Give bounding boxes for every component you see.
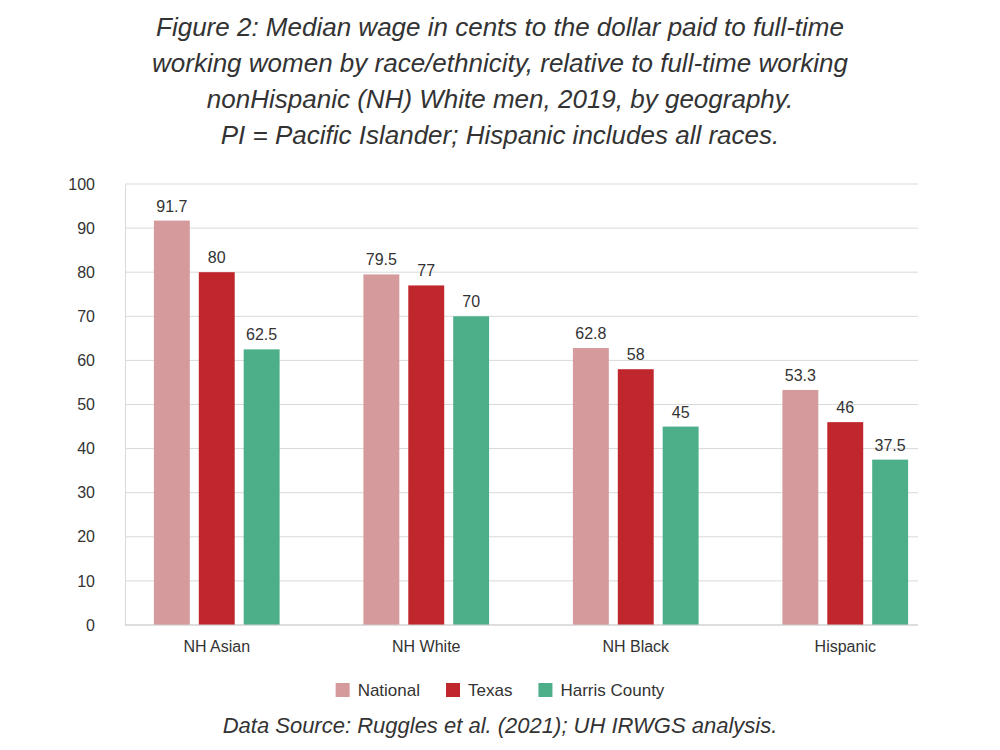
- legend-label: Harris County: [560, 681, 664, 700]
- y-tick-label: 90: [77, 220, 95, 237]
- x-axis-line: [125, 625, 918, 626]
- y-tick: 40: [77, 440, 125, 457]
- y-tick: 0: [86, 617, 125, 634]
- title-line: Figure 2: Median wage in cents to the do…: [156, 12, 844, 42]
- y-tick: 60: [77, 352, 125, 369]
- bar: [573, 348, 609, 625]
- y-tick: 70: [77, 308, 125, 325]
- y-axis-line: [125, 185, 126, 626]
- title-line: PI = Pacific Islander; Hispanic includes…: [221, 120, 780, 150]
- y-tick-label: 10: [77, 573, 95, 590]
- legend-item: Texas: [446, 681, 512, 700]
- bar: [154, 221, 190, 625]
- data-label: 62.8: [575, 325, 606, 342]
- data-label: 91.7: [156, 198, 187, 215]
- data-label: 45: [672, 404, 690, 421]
- bar: [827, 422, 863, 625]
- data-label: 80: [208, 249, 226, 266]
- y-tick-label: 100: [68, 176, 95, 193]
- x-tick: NH White: [392, 625, 461, 655]
- y-tick: 10: [77, 573, 125, 590]
- title-line: working women by race/ethnicity, relativ…: [152, 48, 849, 78]
- bar: [782, 390, 818, 625]
- legend-swatch: [446, 683, 460, 697]
- grid: [125, 184, 918, 625]
- bar: [663, 427, 699, 625]
- x-tick-label: NH White: [392, 638, 461, 655]
- data-label: 62.5: [246, 326, 277, 343]
- grid-line: [125, 316, 918, 317]
- chart: Figure 2: Median wage in cents to the do…: [0, 0, 1000, 750]
- bar: [244, 349, 280, 625]
- x-tick: NH Black: [602, 625, 670, 655]
- data-label: 46: [836, 399, 854, 416]
- x-tick-label: NH Black: [602, 638, 670, 655]
- y-tick: 50: [77, 396, 125, 413]
- y-tick-label: 40: [77, 440, 95, 457]
- bars: [154, 221, 908, 625]
- y-tick: 30: [77, 484, 125, 501]
- data-label: 77: [417, 262, 435, 279]
- y-tick-label: 60: [77, 352, 95, 369]
- y-tick: 20: [77, 528, 125, 545]
- bar: [453, 316, 489, 625]
- y-tick-label: 30: [77, 484, 95, 501]
- x-axis: NH Asian NH White NH Black Hispanic: [125, 625, 918, 655]
- y-tick-label: 80: [77, 264, 95, 281]
- legend-item: Harris County: [538, 681, 664, 700]
- x-tick-label: NH Asian: [183, 638, 250, 655]
- y-tick-label: 70: [77, 308, 95, 325]
- caption: Data Source: Ruggles et al. (2021); UH I…: [223, 713, 778, 738]
- grid-line: [125, 184, 918, 185]
- x-tick-label: Hispanic: [815, 638, 876, 655]
- bar: [199, 272, 235, 625]
- x-tick: Hispanic: [815, 625, 876, 655]
- title-line: nonHispanic (NH) White men, 2019, by geo…: [207, 84, 793, 114]
- legend-item: National: [336, 681, 420, 700]
- legend-swatch: [538, 683, 552, 697]
- legend: National Texas Harris County: [336, 681, 665, 700]
- bar: [872, 460, 908, 625]
- y-tick: 90: [77, 220, 125, 237]
- y-tick-label: 50: [77, 396, 95, 413]
- data-label: 79.5: [366, 251, 397, 268]
- grid-line: [125, 625, 918, 626]
- bar: [408, 285, 444, 625]
- y-tick: 80: [77, 264, 125, 281]
- data-label: 53.3: [785, 367, 816, 384]
- y-tick-label: 20: [77, 528, 95, 545]
- data-label: 58: [627, 346, 645, 363]
- grid-line: [125, 272, 918, 273]
- x-tick: NH Asian: [183, 625, 250, 655]
- y-axis: 0 10 20 30 40 50 60 70 80 90 100: [68, 176, 125, 634]
- y-tick-label: 0: [86, 617, 95, 634]
- data-label: 70: [462, 293, 480, 310]
- legend-label: National: [358, 681, 420, 700]
- title: Figure 2: Median wage in cents to the do…: [152, 12, 849, 150]
- grid-line: [125, 228, 918, 229]
- bar: [363, 274, 399, 625]
- data-label: 37.5: [875, 437, 906, 454]
- bar: [618, 369, 654, 625]
- y-tick: 100: [68, 176, 125, 193]
- legend-swatch: [336, 683, 350, 697]
- legend-label: Texas: [468, 681, 512, 700]
- data-labels: 91.7 80 62.5 79.5 77 70 62.8 58 45 53.3 46 37.5: [156, 198, 906, 454]
